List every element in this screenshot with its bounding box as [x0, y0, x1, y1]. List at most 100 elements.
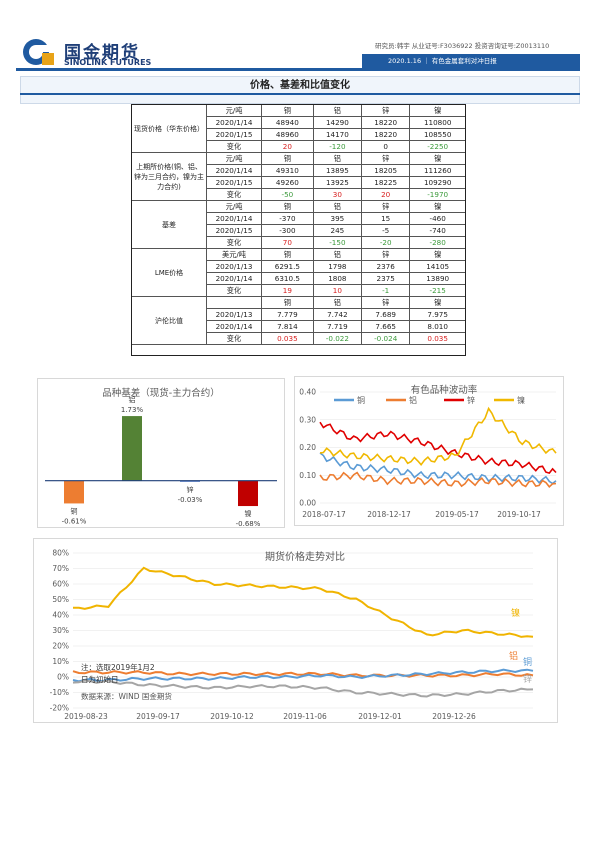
- value-cell: -370: [261, 212, 314, 225]
- x-tick-label: 2019-12-26: [432, 712, 476, 721]
- value-cell: 110800: [409, 116, 466, 129]
- y-tick-label: 60%: [52, 580, 69, 589]
- analyst-info: 研究员:韩宇 从业证号:F3036922 投资咨询证号:Z0013110: [375, 42, 550, 50]
- value-cell: 7.742: [312, 308, 363, 321]
- value-cell: 铜: [261, 104, 314, 117]
- futures-trend-line-chart: 80%70%60%50%40%30%20%10%0%-10%-20%2019-0…: [33, 538, 558, 723]
- value-cell: 48940: [261, 116, 314, 129]
- value-cell: -280: [409, 236, 466, 249]
- value-cell: 铜: [261, 296, 314, 309]
- section-frame: [20, 76, 580, 104]
- value-cell: 镍: [409, 296, 466, 309]
- data-label: -0.03%: [178, 496, 203, 504]
- brand-name-en: SINOLINK FUTURES: [64, 58, 152, 67]
- value-cell: -120: [312, 140, 363, 153]
- value-cell: -20: [361, 236, 411, 249]
- value-cell: -460: [409, 212, 466, 225]
- table-row: 变化 19 10 -1 -215: [132, 284, 466, 297]
- legend-label: 锌: [467, 395, 475, 405]
- group-label: 现货价格（华东价格）: [131, 104, 207, 153]
- value-cell: 7.665: [361, 320, 411, 333]
- y-tick-label: 0.00: [299, 499, 316, 508]
- row-label-cell: 元/吨: [206, 104, 262, 117]
- value-cell: 8.010: [409, 320, 466, 333]
- value-cell: 铜: [261, 152, 314, 165]
- value-cell: 13895: [312, 164, 363, 177]
- row-label-cell: 2020/1/15: [206, 176, 262, 189]
- group-label: 基差: [131, 200, 207, 249]
- table-row: 2020/1/14 6310.5 1808 2375 13890: [132, 272, 466, 285]
- value-cell: 70: [261, 236, 314, 249]
- series-line: [72, 668, 534, 683]
- data-label: -0.61%: [62, 517, 87, 525]
- x-tick-label: 2018-07-17: [302, 510, 346, 519]
- bar: [64, 480, 84, 504]
- value-cell: 111260: [409, 164, 466, 177]
- series-line: [319, 471, 557, 488]
- x-tick-label: 2019-12-01: [358, 712, 402, 721]
- y-tick-label: -10%: [50, 688, 69, 697]
- value-cell: 109290: [409, 176, 466, 189]
- value-cell: 铝: [312, 200, 363, 213]
- category-label: 镍: [245, 509, 252, 518]
- y-tick-label: 0.30: [299, 415, 316, 424]
- value-cell: 镍: [409, 152, 466, 165]
- value-cell: 14290: [312, 116, 363, 129]
- value-cell: -740: [409, 224, 466, 237]
- value-cell: 镍: [409, 200, 466, 213]
- series-line: [319, 452, 557, 485]
- series-end-label: 锌: [523, 673, 532, 685]
- series-end-label: 铜: [523, 656, 532, 668]
- value-cell: 14105: [409, 260, 466, 273]
- value-cell: 49260: [261, 176, 314, 189]
- series-line: [319, 421, 557, 475]
- chart-source: 数据来源：WIND 国金期货: [81, 691, 172, 701]
- value-cell: 7.779: [261, 308, 314, 321]
- value-cell: 13890: [409, 272, 466, 285]
- value-cell: 7.689: [361, 308, 411, 321]
- value-cell: -215: [409, 284, 466, 297]
- category-label: 铝: [129, 395, 136, 404]
- row-label-cell: 2020/1/15: [206, 128, 262, 141]
- table-row: 2020/1/15 -300 245 -5 -740: [132, 224, 466, 237]
- value-cell: 14170: [312, 128, 363, 141]
- value-cell: -150: [312, 236, 363, 249]
- chart-title: 期货价格走势对比: [265, 550, 345, 563]
- data-label: -0.68%: [236, 520, 261, 528]
- row-label-cell: 元/吨: [206, 152, 262, 165]
- category-label: 锌: [187, 485, 194, 494]
- volatility-line-chart: 0.00 0.10 0.20 0.30 0.40 2018-07-17 2018-12-17…: [294, 376, 564, 526]
- value-cell: -1970: [409, 188, 466, 201]
- y-tick-label: 80%: [52, 549, 69, 558]
- value-cell: 108550: [409, 128, 466, 141]
- value-cell: -50: [261, 188, 314, 201]
- chart-note: 注：选取2019年1月2: [81, 662, 155, 672]
- value-cell: 1808: [312, 272, 363, 285]
- value-cell: 7.814: [261, 320, 314, 333]
- x-tick-label: 2019-10-17: [497, 510, 541, 519]
- value-cell: 10: [312, 284, 363, 297]
- value-cell: -5: [361, 224, 411, 237]
- row-label-cell: [206, 296, 262, 309]
- x-tick-label: 2019-09-17: [136, 712, 180, 721]
- value-cell: 1798: [312, 260, 363, 273]
- series-end-label: 铝: [509, 650, 518, 662]
- category-label: 铜: [71, 506, 78, 515]
- y-tick-label: 20%: [52, 642, 69, 651]
- row-label-cell: 2020/1/14: [206, 272, 262, 285]
- legend-label: 铜: [357, 395, 365, 405]
- value-cell: -1: [361, 284, 411, 297]
- value-cell: 锌: [361, 296, 411, 309]
- x-tick-label: 2019-05-17: [435, 510, 479, 519]
- table-row: 2020/1/14 7.814 7.719 7.665 8.010: [132, 320, 466, 333]
- y-tick-label: 0%: [57, 673, 69, 682]
- value-cell: 铝: [312, 152, 363, 165]
- chart-title: 有色品种波动率: [411, 384, 478, 396]
- x-tick-label: 2019-08-23: [64, 712, 108, 721]
- row-label-cell: 美元/吨: [206, 248, 262, 261]
- report-title-bar: 2020.1.16 ｜ 有色金属套利对冲日报: [362, 54, 580, 68]
- value-cell: 6291.5: [261, 260, 314, 273]
- value-cell: 锌: [361, 200, 411, 213]
- y-tick-label: 0.10: [299, 471, 316, 480]
- table-row: 基差 元/吨铜铝锌镍: [131, 200, 466, 249]
